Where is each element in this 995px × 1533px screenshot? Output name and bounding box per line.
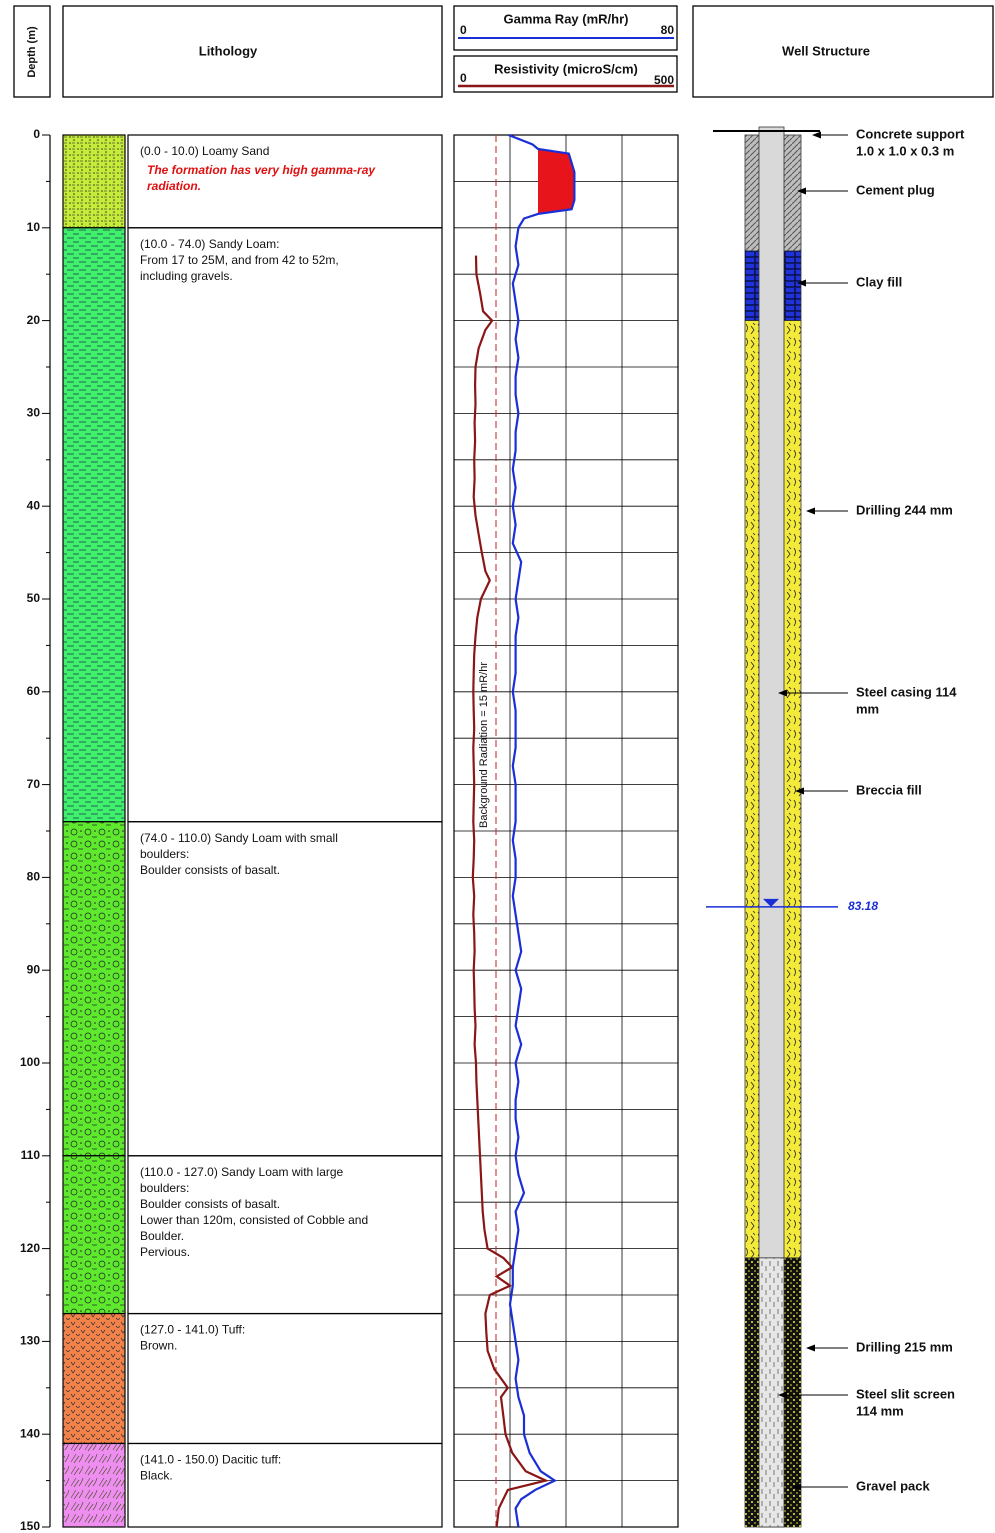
lithology-description: (0.0 - 10.0) Loamy Sand — [140, 144, 269, 158]
depth-tick-label: 40 — [27, 498, 41, 512]
depth-tick-label: 30 — [27, 406, 41, 420]
annotation-text: Breccia fill — [856, 782, 922, 797]
annotation-arrow — [806, 507, 815, 515]
annotation-text: Drilling 215 mm — [856, 1339, 953, 1354]
depth-tick-label: 140 — [20, 1426, 40, 1440]
lithology-description: Black. — [140, 1469, 173, 1483]
lithology-description-box — [127, 1442, 443, 1528]
annotation-arrow — [806, 1344, 815, 1352]
well-header: Well Structure — [782, 43, 870, 58]
screen-pattern — [759, 1257, 784, 1527]
lithology-description: (74.0 - 110.0) Sandy Loam with small — [140, 831, 338, 845]
annotation-arrow — [797, 187, 806, 195]
lithology-description: (10.0 - 74.0) Sandy Loam: — [140, 237, 279, 251]
lithology-pattern — [63, 1313, 125, 1444]
annotation-arrow — [812, 131, 821, 139]
lithology-description-box — [127, 227, 443, 823]
depth-tick-label: 70 — [27, 777, 41, 791]
depth-tick-label: 0 — [33, 127, 40, 141]
depth-tick-label: 120 — [20, 1241, 40, 1255]
headers — [13, 5, 994, 98]
depth-tick-label: 60 — [27, 684, 41, 698]
annotation-arrow — [778, 1391, 787, 1399]
lithology-description: Lower than 120m, consisted of Cobble and — [140, 1213, 368, 1227]
gamma-max: 80 — [661, 23, 675, 37]
depth-tick-label: 80 — [27, 870, 41, 884]
annotation-text: mm — [856, 701, 879, 716]
gamma-header-box — [453, 5, 678, 51]
depth-tick-label: 50 — [27, 591, 41, 605]
gamma-curve — [508, 133, 576, 1528]
resistivity-header-box — [453, 55, 678, 93]
lithology-pattern — [63, 1443, 125, 1527]
annotation-text: Concrete support — [856, 126, 965, 141]
depth-tick-label: 110 — [21, 1148, 41, 1162]
annotation-text: Cement plug — [856, 182, 935, 197]
lithology-header: Lithology — [199, 43, 258, 58]
lithology-description: Pervious. — [140, 1245, 190, 1259]
depth-tick-label: 90 — [27, 962, 41, 976]
depth-tick-label: 130 — [20, 1334, 40, 1348]
annotation-text: Gravel pack — [856, 1478, 930, 1493]
lithology-pattern — [63, 1155, 125, 1314]
annotation-arrow — [778, 689, 787, 697]
lithology-description: including gravels. — [140, 269, 233, 283]
depth-header: Depth (m) — [26, 26, 38, 78]
lithology-pattern — [63, 227, 125, 822]
water-level-label: 83.18 — [848, 899, 878, 913]
annotation-arrow — [792, 1483, 801, 1491]
lithology-note: The formation has very high gamma-ray — [147, 163, 376, 177]
resistivity-curve — [471, 255, 550, 1528]
lithology-description: Boulder. — [140, 1229, 184, 1243]
lithology-description: Brown. — [140, 1339, 177, 1353]
lithology-description: Boulder consists of basalt. — [140, 1197, 280, 1211]
lithology-description: From 17 to 25M, and from 42 to 52m, — [140, 253, 339, 267]
lithology-pattern — [63, 135, 125, 228]
annotation-arrow — [797, 279, 806, 287]
gamma-highlight — [538, 148, 575, 214]
gamma-header: Gamma Ray (mR/hr) — [504, 11, 629, 26]
depth-tick-label: 20 — [27, 313, 41, 327]
annotation-text: 1.0 x 1.0 x 0.3 m — [856, 143, 954, 158]
resistivity-min: 0 — [460, 71, 467, 85]
lithology-description: Boulder consists of basalt. — [140, 863, 280, 877]
annotation-text: Steel slit screen — [856, 1386, 955, 1401]
lithology-description: boulders: — [140, 1181, 189, 1195]
annotation-text: 114 mm — [856, 1403, 904, 1418]
resistivity-header: Resistivity (microS/cm) — [494, 61, 638, 76]
lithology-header-box — [62, 5, 443, 98]
resistivity-max: 500 — [654, 73, 674, 87]
lithology-description: boulders: — [140, 847, 189, 861]
lithology-description: (141.0 - 150.0) Dacitic tuff: — [140, 1453, 281, 1467]
annotation-text: Steel casing 114 — [856, 684, 957, 699]
lithology-description: (110.0 - 127.0) Sandy Loam with large — [140, 1165, 344, 1179]
casing — [758, 126, 785, 1259]
lithology-note: radiation. — [147, 179, 201, 193]
gamma-min: 0 — [460, 23, 467, 37]
depth-tick-label: 150 — [20, 1519, 40, 1533]
depth-header-box — [13, 5, 51, 98]
background-label: Background Radiation = 15 mR/hr — [478, 662, 490, 828]
lithology-description: (127.0 - 141.0) Tuff: — [140, 1323, 245, 1337]
annotation-arrow — [795, 787, 804, 795]
depth-tick-label: 100 — [20, 1055, 40, 1069]
annotation-text: Clay fill — [856, 274, 902, 289]
depth-tick-label: 10 — [27, 220, 41, 234]
water-level-marker — [763, 898, 779, 907]
lithology-pattern — [63, 821, 125, 1156]
well-header-box — [692, 5, 994, 98]
annotation-text: Drilling 244 mm — [856, 502, 953, 517]
